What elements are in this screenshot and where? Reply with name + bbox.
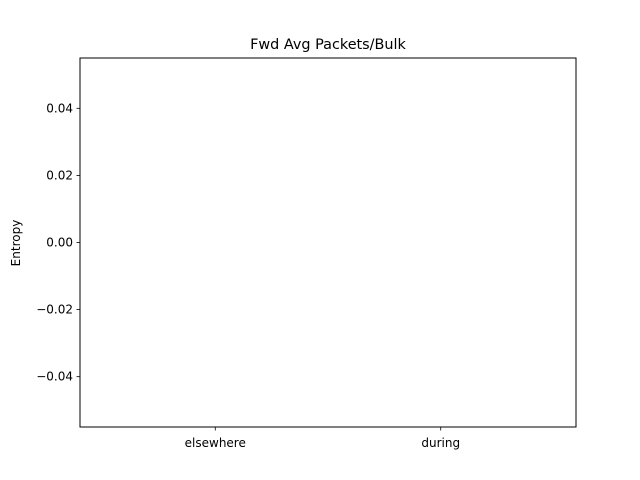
x-tick-label: during: [421, 436, 460, 450]
y-tick-label: 0.04: [46, 101, 73, 115]
chart-title: Fwd Avg Packets/Bulk: [250, 37, 406, 53]
y-tick-label: 0.02: [46, 168, 73, 182]
y-tick-label: −0.02: [36, 303, 73, 317]
y-tick-label: −0.04: [36, 370, 73, 384]
x-tick-label: elsewhere: [185, 436, 246, 450]
x-axis: elsewhere during: [185, 427, 460, 450]
y-axis-label: Entropy: [9, 220, 23, 267]
y-axis: 0.04 0.02 0.00 −0.02 −0.04: [36, 101, 80, 384]
y-tick-label: 0.00: [46, 236, 73, 250]
plot-area: [79, 57, 577, 428]
